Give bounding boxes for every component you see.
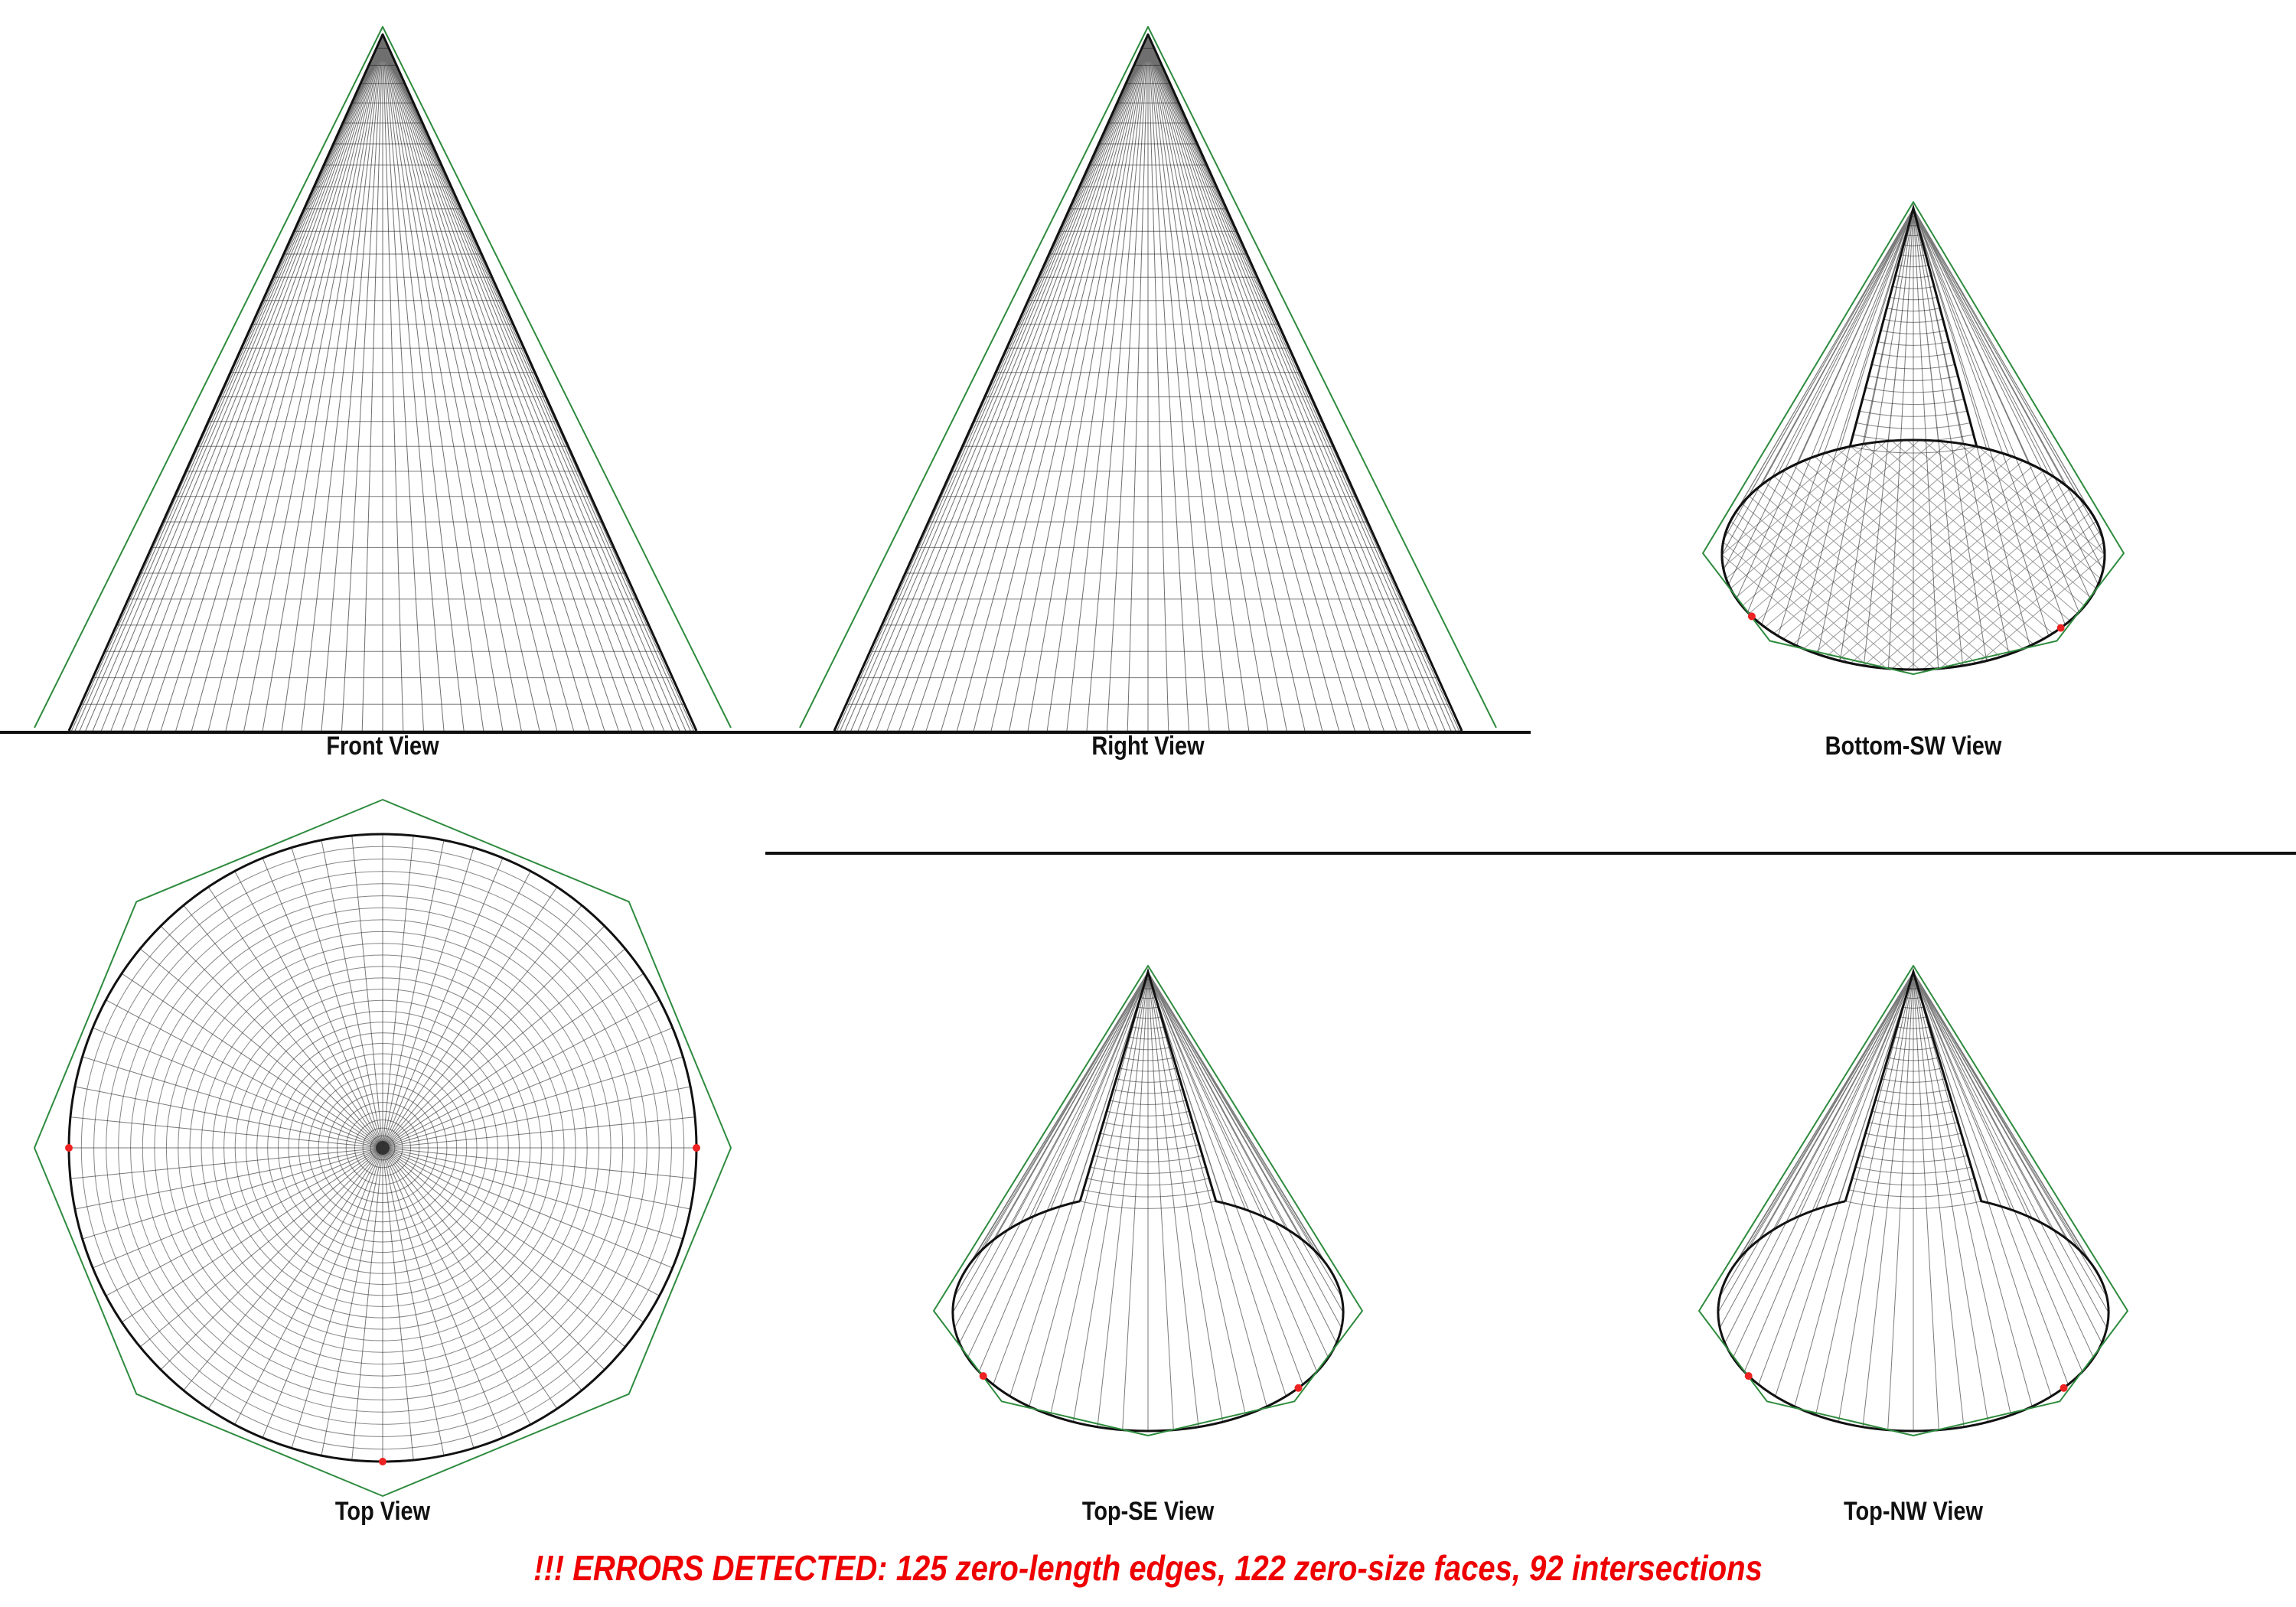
ring-mesh-line (212, 977, 553, 1319)
ring-mesh-line (223, 989, 542, 1307)
ring-mesh-line (354, 1120, 411, 1176)
cone-generator-lines (68, 34, 697, 732)
cone-silhouette (833, 33, 1463, 732)
ring-mesh-line (165, 931, 600, 1365)
cone-generator-lines (1721, 207, 2105, 670)
top-nw-view-label: Top-NW View (1844, 1497, 1983, 1526)
ring-mesh-line (234, 999, 531, 1296)
bottom-sw-view-label: Bottom-SW View (1825, 732, 2002, 761)
ring-mesh-line (308, 1073, 458, 1223)
cone-generator-lines (833, 34, 1463, 732)
ring-mesh-line (178, 943, 588, 1353)
bounding-hull-outline (933, 965, 1363, 1436)
top-se-view-label: Top-SE View (1081, 1497, 1215, 1526)
bounding-hull-outline (1702, 201, 2125, 675)
ring-mesh-line (370, 1135, 396, 1161)
error-marker (1744, 1372, 1753, 1380)
right-view-panel (799, 26, 1497, 732)
error-marker (65, 1144, 73, 1152)
ring-mesh-line (93, 859, 672, 1437)
bounding-hull-outline (1698, 965, 2128, 1436)
ring-mesh-line (189, 954, 576, 1341)
ring-mesh-line (256, 1022, 509, 1274)
error-marker (693, 1144, 700, 1152)
bounding-hull-outline (799, 26, 1497, 729)
error-marker (2060, 1384, 2068, 1392)
ring-mesh-line (267, 1032, 498, 1263)
error-marker (1747, 612, 1756, 621)
top-se-view-panel (933, 965, 1363, 1436)
ring-mesh-line (118, 883, 647, 1413)
cone-ring-lines (1845, 979, 1981, 1209)
ring-mesh-line (337, 1102, 429, 1194)
error-marker (979, 1372, 987, 1380)
apex-point (376, 1141, 390, 1155)
cone-silhouette (1717, 967, 2110, 1433)
cone-ring-lines (834, 47, 1462, 732)
ring-mesh-line (288, 1053, 478, 1243)
ring-mesh-line (154, 919, 612, 1377)
front-view-panel (34, 26, 732, 732)
cone-ring-lines (69, 47, 696, 732)
top-view-panel (34, 799, 732, 1497)
ring-mesh-line (298, 1063, 468, 1233)
base-cap-mesh (1722, 440, 2105, 670)
top-nw-view-panel (1698, 965, 2128, 1436)
cone-ring-lines (1080, 979, 1216, 1209)
bounding-hull-outline (34, 26, 732, 729)
cone-ring-lines (1850, 215, 1977, 454)
base-ellipse-outline (1720, 438, 2106, 671)
bottom-sw-view-panel (1702, 201, 2125, 675)
right-view-label: Right View (1091, 732, 1205, 761)
top-view-label: Top View (334, 1497, 431, 1526)
cone-silhouette (67, 33, 698, 732)
ring-mesh-line (201, 966, 565, 1330)
ring-mesh-line (362, 1127, 403, 1169)
ring-mesh-line (130, 895, 635, 1400)
radial-mesh-lines (69, 834, 696, 1462)
error-marker (379, 1458, 386, 1465)
error-marker (1294, 1384, 1303, 1392)
front-view-label: Front View (326, 732, 439, 761)
ring-mesh-line (106, 871, 660, 1425)
ring-mesh-line (278, 1043, 488, 1253)
error-status-message: !!! ERRORS DETECTED: 125 zero-length edg… (533, 1548, 1763, 1588)
cone-generator-lines (1717, 971, 2109, 1431)
error-marker (2056, 624, 2065, 632)
ring-mesh-line (345, 1110, 420, 1185)
cone-generator-lines (952, 971, 1344, 1431)
ring-mesh-line (246, 1011, 520, 1285)
ring-mesh-line (328, 1093, 438, 1203)
ring-mesh-line (142, 907, 624, 1389)
ring-mesh-line (80, 846, 685, 1450)
bounding-hull-outline (34, 799, 732, 1497)
ring-mesh-line (318, 1083, 448, 1213)
cone-silhouette (951, 967, 1345, 1433)
